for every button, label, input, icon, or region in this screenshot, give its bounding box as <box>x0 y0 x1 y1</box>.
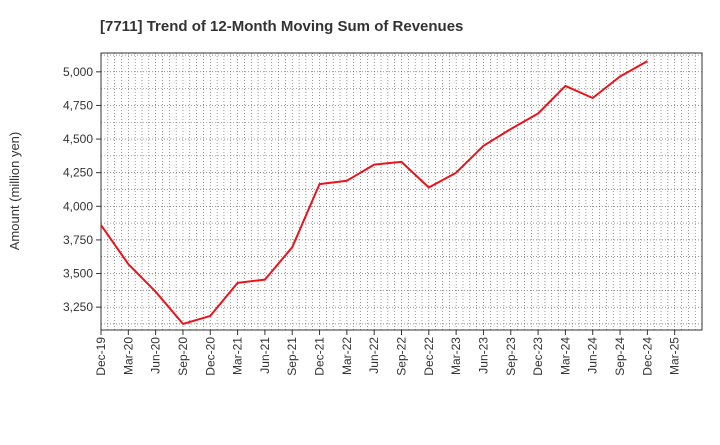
x-tick-label: Dec-22 <box>422 337 436 376</box>
y-axis-label: Amount (million yen) <box>7 132 22 251</box>
x-tick-label: Mar-23 <box>449 337 463 375</box>
x-tick-label: Sep-23 <box>504 337 518 376</box>
x-tick-label: Dec-19 <box>94 337 108 376</box>
x-tick-label: Sep-20 <box>176 337 190 376</box>
x-tick-label: Mar-24 <box>558 337 572 375</box>
x-tick-label: Jun-24 <box>586 337 600 374</box>
x-tick-label: Mar-20 <box>121 337 135 375</box>
x-tick-label: Mar-25 <box>668 337 682 375</box>
x-tick-label: Sep-21 <box>285 337 299 376</box>
y-tick-label: 3,250 <box>63 300 93 314</box>
y-tick-label: 4,750 <box>63 98 93 112</box>
x-tick-label: Sep-24 <box>613 337 627 376</box>
y-tick-label: 4,250 <box>63 166 93 180</box>
x-tick-label: Dec-23 <box>531 337 545 376</box>
x-tick-label: Jun-23 <box>476 337 490 374</box>
y-axis-ticks: 3,250 3,500 3,750 4,000 4,250 4,500 4,750 5,000 <box>63 65 101 314</box>
chart-title: [7711] Trend of 12-Month Moving Sum of R… <box>100 18 463 35</box>
series-line <box>100 60 648 325</box>
x-tick-label: Jun-22 <box>367 337 381 374</box>
grid-lines <box>101 53 702 330</box>
x-axis-ticks: Dec-19 Mar-20 Jun-20 Sep-20 Dec-20 Mar-21 Jun-… <box>94 330 682 376</box>
y-tick-label: 5,000 <box>63 65 93 79</box>
y-tick-label: 4,000 <box>63 199 93 213</box>
x-tick-label: Dec-20 <box>203 337 217 376</box>
y-tick-label: 3,500 <box>63 267 93 281</box>
y-tick-label: 3,750 <box>63 233 93 247</box>
x-tick-label: Dec-24 <box>640 337 654 376</box>
x-tick-label: Jun-20 <box>149 337 163 374</box>
series-layer <box>100 60 648 325</box>
y-tick-label: 4,500 <box>63 132 93 146</box>
x-tick-label: Sep-22 <box>395 337 409 376</box>
x-tick-label: Mar-22 <box>340 337 354 375</box>
x-tick-label: Dec-21 <box>313 337 327 376</box>
x-tick-label: Jun-21 <box>258 337 272 374</box>
x-tick-label: Mar-21 <box>231 337 245 375</box>
